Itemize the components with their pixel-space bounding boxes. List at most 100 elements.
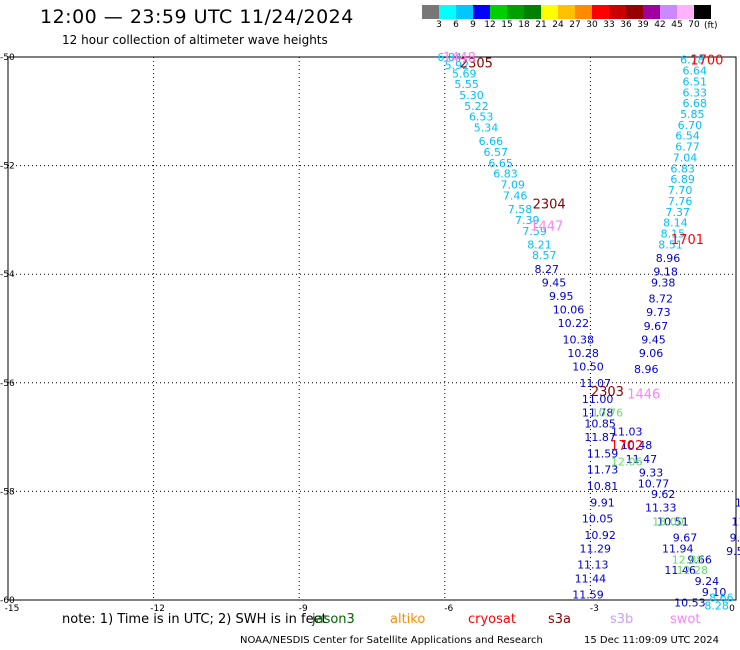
swh-point-label: 11 [731,515,740,528]
swh-point-label: 11.73 [587,464,619,477]
swh-point-label: 7.58 [508,203,533,216]
swh-point-label: 11.03 [611,426,643,439]
pass-time-label: 2303 [591,385,624,400]
swh-point-label: 10.77 [638,477,670,490]
swh-point-label: 11.29 [580,542,612,555]
swh-point-label: 9.10 [702,586,727,599]
swh-point-label: 7.59 [522,225,547,238]
swh-point-label: 5.55 [454,78,479,91]
satellite-label-cryosat: cryosat [468,612,516,627]
legend-tick-label: 45 [671,20,683,30]
swh-point-label: 6.70 [678,119,703,132]
swh-point-label: 8.72 [649,293,674,306]
legend-swatch [541,5,558,19]
y-tick-label: -54 [0,270,15,280]
legend-swatch [575,5,592,19]
swh-point-label: 10.06 [553,303,585,316]
swh-point-label: 12.06 [611,456,643,469]
swh-point-label: 10.48 [621,439,653,452]
legend-swatch [609,5,626,19]
legend-unit: (ft) [704,21,718,31]
swh-point-label: 7.39 [515,214,540,227]
swh-point-label: 9.67 [644,320,669,333]
legend-swatch [677,5,694,19]
pass-time-label: 1448 [443,51,476,66]
legend-tick-label: 21 [535,20,547,30]
footer-timestamp: 15 Dec 11:09:09 UTC 2024 [584,635,719,646]
swh-point-label: 10.05 [582,513,614,526]
swh-point-label: 8.51 [658,238,683,251]
swh-point-label: 9.95 [549,290,574,303]
swh-point-label: 6.83 [493,168,518,181]
legend-tick-label: 12 [484,20,496,30]
x-tick-label: 0 [729,604,735,614]
swh-point-label: 10.81 [587,480,619,493]
swh-point-label: 12.28 [677,564,709,577]
swh-point-label: 5.22 [464,100,489,113]
legend-swatch [507,5,524,19]
swh-point-label: 11.44 [575,572,607,585]
swh-point-label: 5.92 [445,59,470,72]
legend-tick-label: 3 [436,20,442,30]
swh-point-label: 8.57 [532,249,557,262]
swh-point-label: 8.96 [634,363,659,376]
swh-point-label: 10.38 [563,333,595,346]
swh-point-label: 7.04 [673,151,698,164]
swh-point-label: 7.46 [503,189,528,202]
legend-swatch [473,5,490,19]
legend-tick-label: 42 [654,20,666,30]
swh-point-label: 9.06 [639,347,664,360]
swh-point-label: 6.77 [675,141,700,154]
swh-point-label: 8.27 [534,263,559,276]
swh-point-label: 9.58 [726,545,740,558]
swh-point-label: 11.59 [587,447,619,460]
swh-point-label: 5.85 [680,108,705,121]
legend-tick-label: 9 [470,20,476,30]
legend-swatch [694,5,711,19]
swh-point-label: 11.78 [582,407,614,420]
legend-swatch [422,5,439,19]
page-title: 12:00 — 23:59 UTC 11/24/2024 [40,6,354,28]
swh-point-label: 10.92 [584,529,616,542]
swh-point-label: 10.50 [572,361,604,374]
swh-point-label: 11.87 [584,431,616,444]
swh-point-label: 6.53 [469,111,494,124]
swh-point-label: 7.76 [668,195,693,208]
swh-point-label: 11.13 [577,559,609,572]
swh-point-label: 9.33 [639,466,664,479]
legend-tick-label: 33 [603,20,615,30]
swh-point-label: 7.70 [668,184,693,197]
y-tick-label: -58 [0,487,15,497]
legend-swatch [524,5,541,19]
swh-point-label: 8.66 [709,591,734,604]
swh-point-label: 6.84 [437,51,462,64]
swh-point-label: 11.47 [626,453,658,466]
swh-point-label: 5.34 [474,122,499,135]
swh-point-label: 6.57 [484,146,509,159]
swh-point-label: 6.33 [682,86,707,99]
swh-point-label: 11.00 [582,393,614,406]
y-tick-label: -56 [0,379,15,389]
pass-time-label: 1446 [627,388,660,403]
swh-point-label: 9.8 [730,532,740,545]
swh-point-label: 11.46 [664,564,696,577]
legend-swatch [643,5,660,19]
swh-point-label: 11.33 [645,502,677,515]
legend-swatch [558,5,575,19]
y-tick-label: -52 [0,162,15,172]
pass-time-label: 1702 [610,439,643,454]
swh-point-label: 12.88 [672,553,704,566]
color-legend [422,5,711,19]
swh-point-label: 8.14 [663,217,688,230]
swh-point-label: 10.51 [657,515,689,528]
swh-point-label: 7.37 [666,206,691,219]
swh-point-label: 10.22 [558,317,590,330]
legend-swatch [660,5,677,19]
y-tick-label: -60 [0,596,15,606]
swh-point-label: 5.69 [452,67,477,80]
swh-point-label: 10.53 [674,597,706,610]
swh-point-label: 8.15 [661,227,686,240]
swh-point-label: 13.00 [652,515,684,528]
swh-point-label: 6.66 [479,135,504,148]
